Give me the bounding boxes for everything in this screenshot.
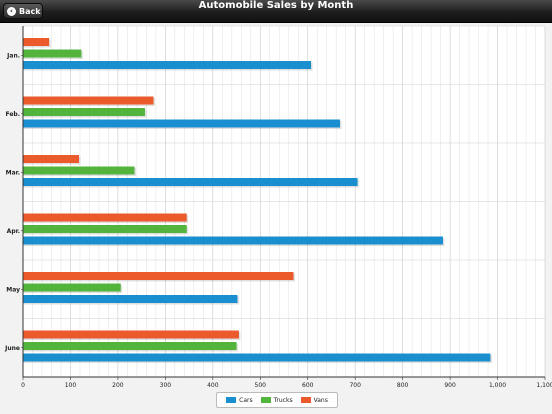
back-button-label: Back (19, 6, 41, 16)
x-tick-label: 800 (397, 382, 409, 388)
bar-chart: Jan. Feb. Mar. Apr. May June 0 100 200 300 400 500 6… (4, 25, 552, 388)
legend-item-trucks: Trucks (260, 396, 293, 404)
legend-label: Cars (239, 396, 253, 404)
bar-trucks-mar (23, 166, 135, 175)
bar-cars-apr (23, 236, 443, 245)
bar-vans-may (23, 272, 294, 280)
bar-trucks-feb (23, 108, 145, 116)
x-tick-label: 0 (21, 382, 25, 388)
category-label: Jan. (6, 52, 20, 59)
bar-cars-may (23, 295, 238, 303)
legend-swatch (300, 397, 311, 403)
bar-vans-mar (23, 155, 79, 163)
x-tick-label: 700 (349, 382, 361, 388)
back-button[interactable]: ‹ Back (3, 3, 43, 19)
category-label: Feb. (6, 111, 21, 118)
bar-vans-feb (23, 96, 154, 105)
bar-vans-june (23, 330, 239, 339)
navigation-bar: ‹ Back Automobile Sales by Month (0, 0, 552, 23)
category-label: May (6, 286, 20, 293)
back-arrow-icon: ‹ (7, 6, 16, 16)
bar-trucks-jan (23, 49, 82, 58)
bar-trucks-may (23, 283, 121, 292)
bar-cars-jan (23, 61, 312, 69)
page-title: Automobile Sales by Month (198, 0, 354, 11)
x-tick-label: 400 (207, 382, 219, 388)
x-tick-label: 100 (65, 382, 77, 388)
legend-label: Vans (313, 396, 328, 404)
x-tick-label: 1,100 (536, 382, 552, 388)
x-tick-label: 1,000 (489, 382, 506, 388)
legend-item-vans: Vans (300, 396, 328, 404)
legend-swatch (226, 397, 237, 403)
bar-vans-apr (23, 213, 187, 222)
x-tick-label: 500 (255, 382, 267, 388)
legend-item-cars: Cars (226, 396, 253, 404)
bar-cars-mar (23, 178, 358, 186)
bar-cars-june (23, 353, 491, 362)
x-tick-label: 200 (112, 382, 124, 388)
legend-label: Trucks (273, 396, 293, 404)
x-tick-label: 900 (444, 382, 456, 388)
x-tick-label: 600 (302, 382, 314, 388)
bar-trucks-june (23, 342, 237, 350)
legend-swatch (260, 397, 271, 403)
category-label: June (4, 345, 20, 352)
bar-cars-feb (23, 119, 340, 128)
bar-vans-jan (23, 38, 50, 46)
x-tick-label: 300 (160, 382, 172, 388)
bar-trucks-apr (23, 225, 187, 233)
category-label: Mar. (6, 169, 20, 176)
category-label: Apr. (7, 228, 20, 235)
chart-legend: Cars Trucks Vans (216, 392, 338, 408)
